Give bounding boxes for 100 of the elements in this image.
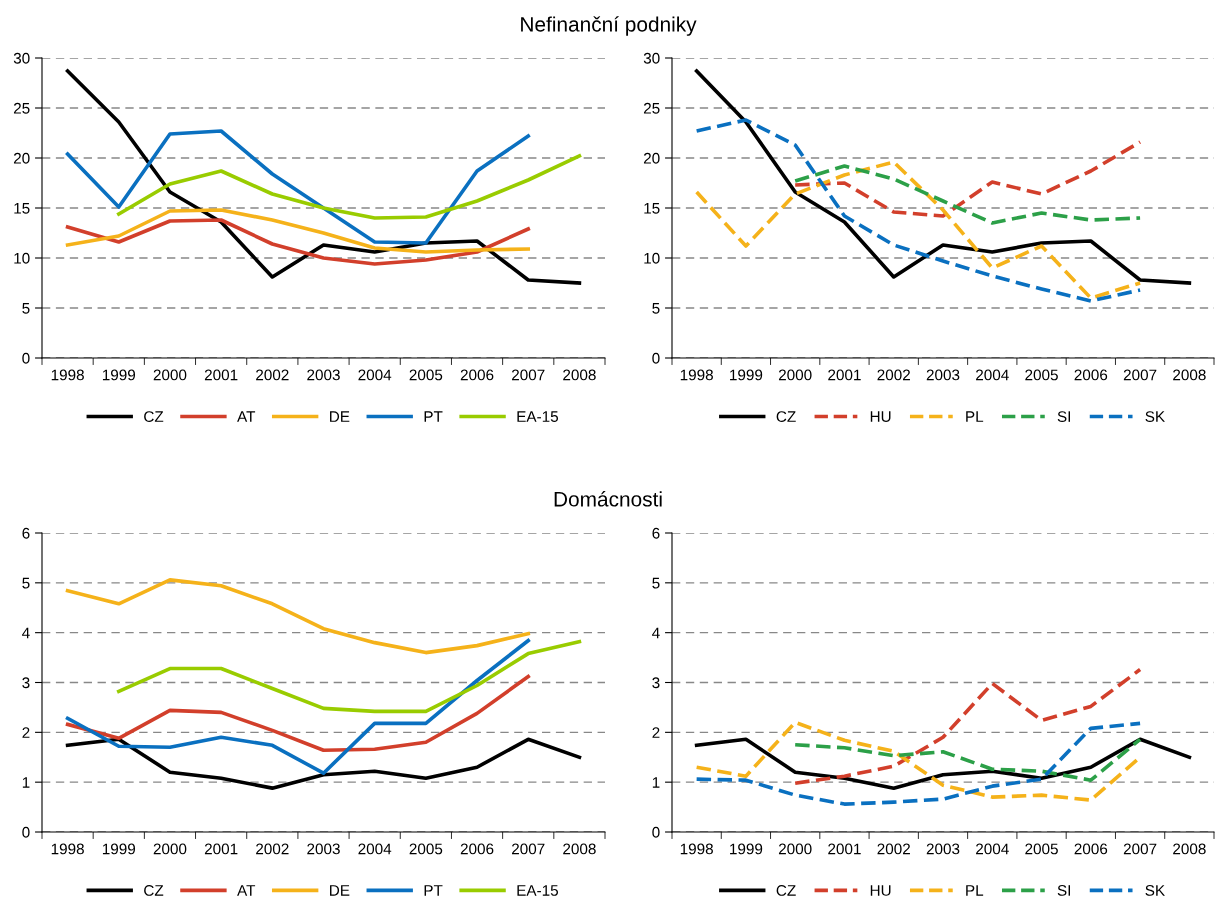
legend-label: SI xyxy=(1057,411,1071,422)
x-tick-label: 2000 xyxy=(778,369,812,381)
legend-label: DE xyxy=(330,885,350,896)
y-tick-label: 30 xyxy=(643,52,660,64)
x-tick-label: 2007 xyxy=(512,369,545,381)
y-tick-label: 1 xyxy=(652,777,660,788)
y-tick-label: 0 xyxy=(22,826,30,838)
line-series xyxy=(116,154,582,220)
line-series xyxy=(694,737,1192,790)
line-series xyxy=(793,140,1142,218)
y-tick-label: 20 xyxy=(643,152,660,164)
legend-label: EA-15 xyxy=(517,885,559,896)
line-series xyxy=(65,208,531,254)
x-tick-label: 2002 xyxy=(877,843,910,855)
line-series xyxy=(65,737,582,790)
y-tick-label: 6 xyxy=(652,527,660,539)
legend-label: HU xyxy=(870,411,891,422)
x-tick-label: 2003 xyxy=(926,369,960,381)
chart-title: Domácnosti xyxy=(554,491,662,507)
x-tick-label: 1998 xyxy=(680,843,713,855)
x-tick-label: 2000 xyxy=(153,843,187,855)
legend-label: CZ xyxy=(776,411,796,422)
x-tick-label: 2004 xyxy=(358,369,392,381)
x-tick-label: 2001 xyxy=(828,369,861,381)
x-tick-label: 2001 xyxy=(828,843,861,855)
x-tick-label: 2005 xyxy=(409,369,443,381)
legend-label: PL xyxy=(966,411,984,422)
y-tick-label: 5 xyxy=(652,577,660,589)
x-tick-label: 2004 xyxy=(976,843,1009,855)
y-tick-label: 1 xyxy=(22,777,30,788)
y-tick-label: 25 xyxy=(13,102,30,114)
y-tick-label: 15 xyxy=(14,203,30,214)
line-series xyxy=(65,638,531,776)
y-tick-label: 10 xyxy=(14,252,30,264)
x-tick-label: 2003 xyxy=(307,369,340,381)
y-tick-label: 20 xyxy=(13,152,30,164)
legend-label: SK xyxy=(1145,885,1165,896)
legend-label: AT xyxy=(237,411,256,422)
legend-label: CZ xyxy=(144,411,164,422)
x-tick-label: 1998 xyxy=(51,369,84,381)
x-tick-label: 2001 xyxy=(204,843,238,855)
x-tick-label: 2006 xyxy=(1074,369,1108,381)
line-series xyxy=(65,69,582,285)
legend-label: CZ xyxy=(776,885,796,896)
x-tick-label: 2003 xyxy=(307,843,340,855)
legend-label: EA-15 xyxy=(517,411,559,422)
y-tick-label: 5 xyxy=(22,577,30,589)
legend-label: SI xyxy=(1057,885,1071,896)
x-tick-label: 2007 xyxy=(512,843,545,855)
x-tick-label: 2005 xyxy=(409,843,443,855)
y-tick-label: 5 xyxy=(22,303,30,314)
line-series xyxy=(793,164,1142,225)
y-tick-label: 4 xyxy=(652,627,660,639)
line-series xyxy=(793,737,1142,782)
x-tick-label: 1999 xyxy=(730,843,763,855)
y-tick-label: 3 xyxy=(652,677,660,689)
x-tick-label: 2003 xyxy=(926,843,960,855)
x-tick-label: 1999 xyxy=(102,843,136,855)
legend-label: PT xyxy=(424,411,443,422)
y-tick-label: 5 xyxy=(652,303,660,314)
x-tick-label: 1998 xyxy=(680,369,713,381)
line-series xyxy=(694,69,1192,285)
x-tick-label: 2007 xyxy=(1123,369,1157,381)
line-series xyxy=(694,118,1142,303)
line-series xyxy=(65,674,531,753)
line-series xyxy=(694,160,1142,300)
x-tick-label: 2000 xyxy=(153,369,187,381)
y-tick-label: 10 xyxy=(644,252,660,264)
x-tick-label: 2000 xyxy=(778,843,812,855)
x-tick-label: 2008 xyxy=(563,369,596,381)
y-tick-label: 2 xyxy=(22,727,30,738)
x-tick-label: 2008 xyxy=(1173,369,1206,381)
x-tick-label: 1999 xyxy=(730,369,763,381)
legend-label: DE xyxy=(330,411,350,422)
y-tick-label: 2 xyxy=(652,727,660,738)
x-tick-label: 2001 xyxy=(204,369,238,381)
x-tick-label: 2002 xyxy=(256,843,289,855)
x-tick-label: 2004 xyxy=(358,843,392,855)
y-tick-label: 0 xyxy=(652,352,660,364)
line-series xyxy=(793,667,1142,785)
x-tick-label: 2008 xyxy=(563,843,596,855)
line-series xyxy=(65,578,531,655)
x-tick-label: 2006 xyxy=(1074,843,1108,855)
x-tick-label: 2005 xyxy=(1025,843,1058,855)
x-tick-label: 2002 xyxy=(256,369,289,381)
legend-label: HU xyxy=(870,885,891,896)
x-tick-label: 2006 xyxy=(460,369,494,381)
chart-title: Nefinanční podniky xyxy=(521,16,697,36)
x-tick-label: 1998 xyxy=(51,843,84,855)
line-series xyxy=(65,129,531,245)
x-tick-label: 2002 xyxy=(877,369,910,381)
legend-label: SK xyxy=(1145,411,1165,422)
line-series xyxy=(116,639,582,714)
legend-label: CZ xyxy=(144,885,164,896)
x-tick-label: 2004 xyxy=(976,369,1009,381)
y-tick-label: 3 xyxy=(22,677,30,689)
legend-label: PT xyxy=(424,885,443,896)
x-tick-label: 2008 xyxy=(1173,843,1206,855)
x-tick-label: 2006 xyxy=(460,843,494,855)
y-tick-label: 30 xyxy=(13,52,30,64)
